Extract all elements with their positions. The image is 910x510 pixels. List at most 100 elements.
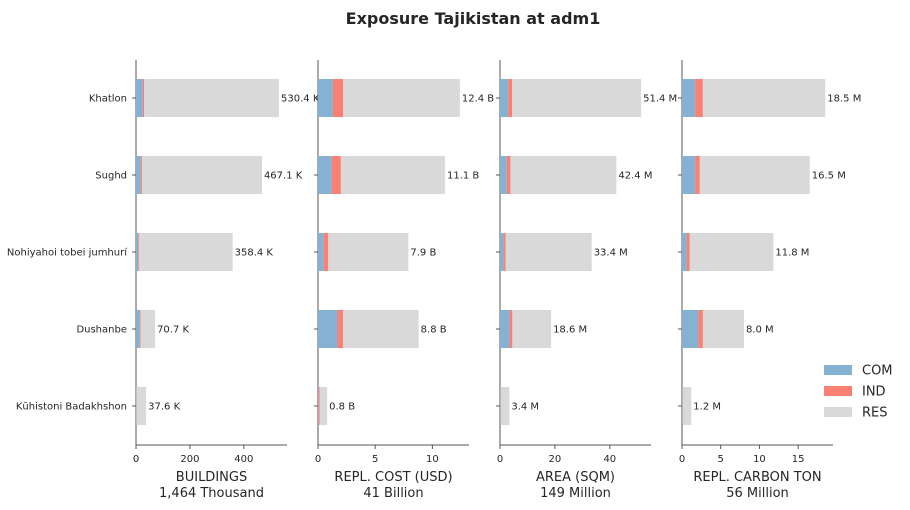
category-label: Khatlon [89, 94, 127, 105]
bar-res [510, 156, 617, 194]
bar-ind [138, 233, 139, 271]
bar-res [682, 387, 692, 425]
bar-res [505, 233, 592, 271]
x-axis-total: 149 Million [540, 486, 611, 501]
bar-com [682, 233, 687, 271]
bar-com [500, 79, 509, 117]
panel-1: Khatlon Sughd Nohiyahoi tobei jumhurí Dusha… [7, 60, 320, 501]
bar-ind [140, 156, 142, 194]
bar-value-label: 3.4 M [511, 402, 539, 413]
panel-3: 0 20 40 51.4 M 42.4 M 33.4 M 18.6 M 3.4 M AREA (… [496, 60, 677, 501]
bar-res [699, 156, 810, 194]
bar-value-label: 16.5 M [812, 171, 846, 182]
bar-com [318, 156, 332, 194]
bar-ind [331, 156, 341, 194]
bar-value-label: 358.4 K [235, 248, 274, 259]
bar-res [702, 310, 744, 348]
bar-ind [508, 79, 513, 117]
bar-value-label: 70.7 K [157, 325, 189, 336]
bar-ind [139, 310, 141, 348]
legend-swatch-res [824, 407, 852, 417]
x-tick-label: 0 [497, 454, 503, 465]
panel-2: 0 5 10 12.4 B 11.1 B 7.9 B 8.8 B 0.8 B REPL. COS… [314, 60, 494, 501]
panel-4: 0 5 10 15 18.5 M 16.5 M 11.8 M 8.0 M 1.2 M REPL. … [678, 60, 861, 501]
bar-value-label: 1.2 M [693, 402, 721, 413]
x-tick-label: 10 [753, 454, 766, 465]
x-tick-label: 0 [315, 454, 321, 465]
bar-ind [509, 310, 513, 348]
bar-res [343, 310, 419, 348]
bar-ind [686, 233, 690, 271]
x-tick-label: 5 [718, 454, 724, 465]
x-axis-label: BUILDINGS [176, 470, 247, 485]
bar-value-label: 8.8 B [421, 325, 447, 336]
bar-com [318, 79, 333, 117]
bar-ind [332, 79, 344, 117]
bar-ind [323, 233, 329, 271]
bar-ind [503, 233, 506, 271]
bar-com [318, 233, 324, 271]
x-axis-label: REPL. CARBON TON [693, 470, 821, 485]
chart-legend: COM IND RES [824, 364, 893, 421]
bar-com [682, 310, 699, 348]
category-label: Dushanbe [76, 325, 127, 336]
bar-com [318, 310, 338, 348]
x-axis-label: AREA (SQM) [536, 470, 615, 485]
legend-label: COM [862, 364, 893, 379]
x-axis-total: 41 Billion [363, 486, 423, 501]
bar-res [343, 79, 460, 117]
bar-com [500, 156, 507, 194]
bar-ind [695, 79, 703, 117]
bar-com [136, 79, 143, 117]
bar-ind [337, 310, 344, 348]
bar-res [328, 233, 409, 271]
bar-ind [506, 156, 511, 194]
bar-value-label: 530.4 K [281, 94, 320, 105]
x-tick-label: 0 [133, 454, 139, 465]
bar-com [136, 156, 141, 194]
bar-value-label: 51.4 M [643, 94, 677, 105]
bar-res [340, 156, 445, 194]
bar-res [136, 387, 147, 425]
bar-value-label: 7.9 B [410, 248, 436, 259]
bar-res [500, 387, 510, 425]
bar-com [682, 156, 696, 194]
x-tick-label: 400 [234, 454, 253, 465]
category-label: Sughd [95, 171, 127, 182]
bar-res [702, 79, 826, 117]
legend-label: IND [862, 385, 886, 400]
bar-res [512, 310, 552, 348]
bar-com [500, 310, 510, 348]
x-axis-total: 1,464 Thousand [159, 486, 264, 501]
bar-value-label: 33.4 M [594, 248, 628, 259]
bar-value-label: 8.0 M [746, 325, 774, 336]
bar-com [682, 79, 696, 117]
bar-value-label: 0.8 B [329, 402, 355, 413]
bar-value-label: 11.1 B [447, 171, 479, 182]
bar-ind [698, 310, 703, 348]
bar-value-label: 18.6 M [553, 325, 587, 336]
bar-com [500, 233, 504, 271]
x-axis-total: 56 Million [726, 486, 789, 501]
x-tick-label: 5 [372, 454, 378, 465]
x-tick-label: 40 [603, 454, 616, 465]
bar-res [138, 233, 233, 271]
chart-title: Exposure Tajikistan at adm1 [346, 9, 601, 28]
x-tick-label: 15 [792, 454, 805, 465]
bar-ind [318, 387, 320, 425]
bar-com [318, 387, 319, 425]
x-tick-label: 20 [549, 454, 562, 465]
x-axis-label: REPL. COST (USD) [334, 470, 452, 485]
bar-res [141, 156, 262, 194]
bar-value-label: 467.1 K [264, 171, 303, 182]
bar-value-label: 42.4 M [618, 171, 652, 182]
bar-ind [142, 79, 145, 117]
bar-value-label: 12.4 B [462, 94, 494, 105]
bar-value-label: 18.5 M [827, 94, 861, 105]
category-label: Nohiyahoi tobei jumhurí [7, 247, 128, 259]
legend-swatch-com [824, 365, 852, 375]
x-tick-label: 10 [426, 454, 439, 465]
category-label: Kŭhistoni Badakhshon [16, 401, 127, 413]
bar-res [144, 79, 280, 117]
